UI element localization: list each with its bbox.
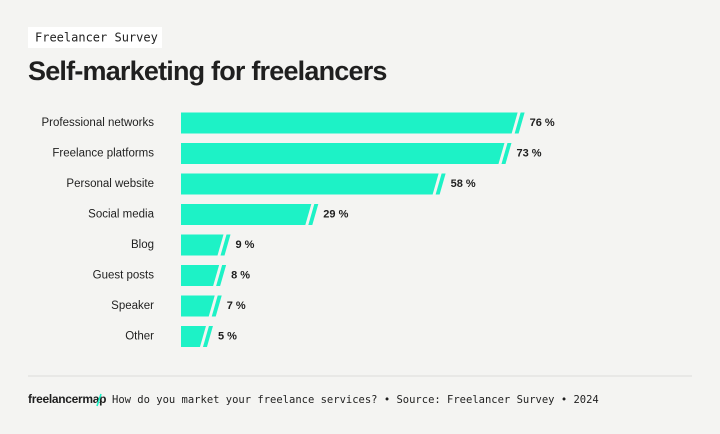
bar	[181, 326, 206, 347]
bar-stripe	[514, 112, 525, 134]
bar-stripe	[202, 326, 213, 347]
bar-stripe	[308, 204, 319, 225]
value-label: 5 %	[218, 330, 237, 342]
value-label: 9 %	[236, 239, 255, 251]
bar-stripe	[501, 143, 512, 164]
bar	[181, 173, 439, 195]
category-label: Blog	[131, 239, 154, 251]
tag-box	[28, 27, 162, 48]
value-label: 73 %	[516, 147, 541, 159]
bar	[181, 143, 505, 164]
category-label: Personal website	[66, 178, 154, 190]
bar-stripe	[220, 234, 231, 256]
brand-slash	[96, 393, 102, 407]
bar-stripe	[211, 295, 222, 317]
value-label: 8 %	[231, 269, 250, 281]
bar	[181, 204, 312, 225]
bar-stripe	[216, 265, 227, 286]
tag: Freelancer Survey	[35, 31, 158, 45]
category-label: Freelance platforms	[52, 148, 154, 160]
brand: freelancermap	[28, 392, 106, 406]
bar	[181, 265, 220, 286]
chart-title: Self-marketing for freelancers	[28, 56, 387, 86]
value-label: 29 %	[323, 208, 348, 220]
category-label: Guest posts	[93, 270, 155, 282]
category-label: Professional networks	[42, 117, 155, 129]
category-label: Speaker	[111, 300, 154, 312]
category-label: Social media	[88, 209, 154, 221]
value-label: 76 %	[530, 117, 555, 129]
bar-stripe	[435, 173, 446, 195]
value-label: 7 %	[227, 300, 246, 312]
source: How do you market your freelance service…	[112, 394, 599, 406]
category-label: Other	[125, 331, 154, 343]
bar	[181, 234, 224, 256]
value-label: 58 %	[451, 178, 476, 190]
bar	[181, 295, 215, 317]
bar	[181, 112, 518, 134]
